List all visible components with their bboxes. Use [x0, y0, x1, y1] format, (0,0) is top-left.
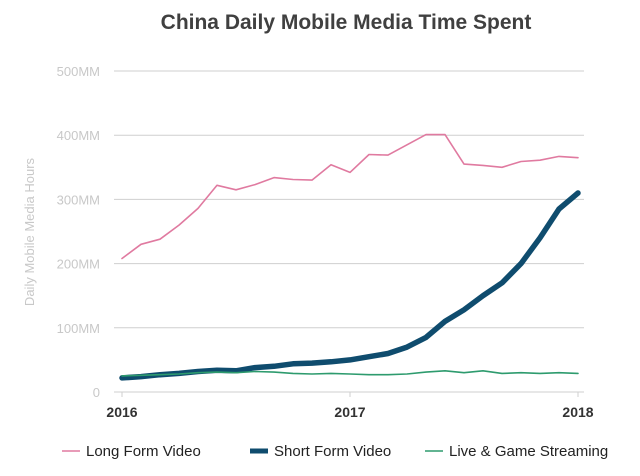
series-line-short-form-video — [119, 190, 581, 381]
legend-label: Live & Game Streaming — [449, 443, 608, 460]
y-tick-label: 400MM — [57, 128, 100, 143]
x-tick-label: 2018 — [562, 404, 593, 420]
legend-label: Long Form Video — [86, 443, 201, 460]
series — [119, 133, 581, 381]
y-tick-label: 100MM — [57, 321, 100, 336]
y-axis-label: Daily Mobile Media Hours — [22, 157, 37, 306]
y-axis-ticks: 0 100MM 200MM 300MM 400MM 500MM — [57, 64, 100, 400]
series-line-long-form-video — [121, 133, 579, 260]
chart-title: China Daily Mobile Media Time Spent — [161, 11, 532, 34]
x-tick-label: 2016 — [106, 404, 137, 420]
grid — [114, 70, 584, 393]
x-tick-label: 2017 — [334, 404, 365, 420]
legend: Long Form Video Short Form Video Live & Ga… — [62, 443, 608, 460]
series-line-live-game-streaming — [121, 369, 579, 377]
legend-label: Short Form Video — [274, 443, 391, 460]
y-tick-label: 200MM — [57, 257, 100, 272]
x-axis-ticks: 2016 2017 2018 — [106, 392, 594, 420]
y-tick-label: 300MM — [57, 192, 100, 207]
y-tick-label: 0 — [93, 385, 100, 400]
y-tick-label: 500MM — [57, 64, 100, 79]
